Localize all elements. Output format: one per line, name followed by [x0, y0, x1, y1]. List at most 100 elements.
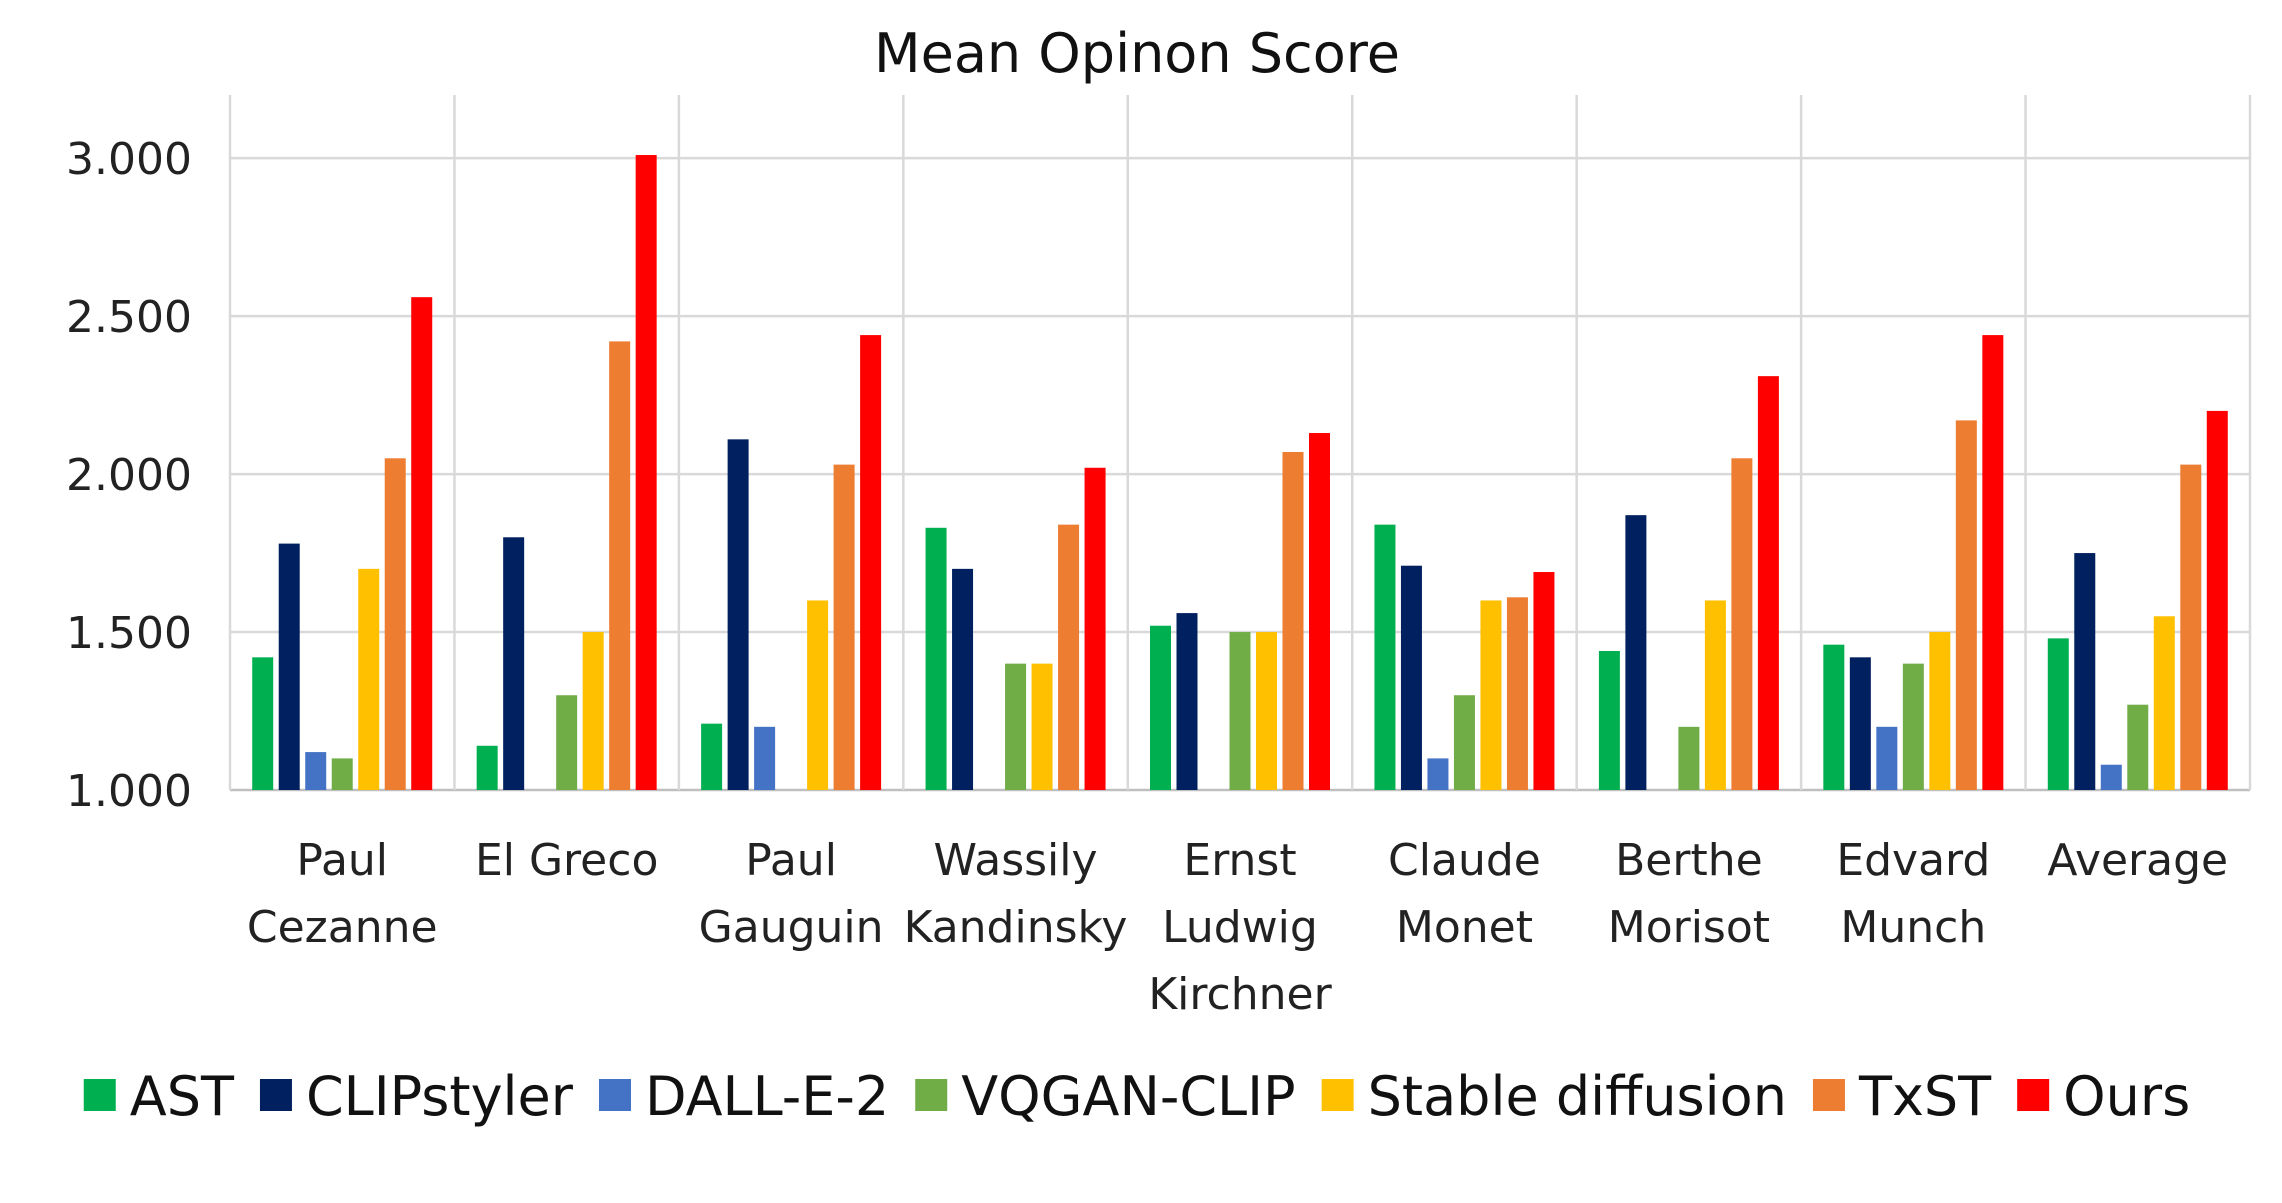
x-tick-label: Average — [2047, 835, 2228, 886]
bar-dall-e-2 — [754, 726, 776, 790]
bar-vqgan-clip — [1678, 726, 1700, 790]
bar-stable-diffusion — [1704, 600, 1726, 790]
legend-label: VQGAN-CLIP — [961, 1065, 1295, 1128]
bar-dall-e-2 — [1876, 726, 1898, 790]
y-tick-label: 2.500 — [66, 292, 192, 343]
bar-ours — [635, 155, 657, 791]
legend-swatch — [598, 1079, 631, 1111]
bar-stable-diffusion — [582, 632, 604, 790]
bar-stable-diffusion — [358, 568, 380, 790]
bar-txst — [2180, 464, 2202, 790]
legend-label: Stable diffusion — [1368, 1065, 1787, 1128]
bar-ast — [252, 657, 274, 790]
legend-swatch — [1321, 1079, 1354, 1111]
bar-ours — [1084, 467, 1106, 790]
x-tick-label: Wassily — [934, 835, 1098, 886]
bar-ast — [1598, 651, 1620, 790]
bar-clipstyler — [952, 568, 974, 790]
x-tick-label: Monet — [1396, 902, 1533, 953]
x-tick-label: Paul — [745, 835, 837, 886]
bar-ours — [2206, 410, 2228, 790]
legend-label: AST — [130, 1065, 235, 1128]
bar-ours — [411, 297, 433, 790]
legend: AST CLIPstyler DALL-E-2 VQGAN-CLIP Stable di… — [83, 1065, 2190, 1128]
y-tick-label: 1.000 — [66, 766, 192, 817]
bar-vqgan-clip — [331, 758, 353, 790]
x-tick-label: Berthe — [1615, 835, 1763, 886]
bar-vqgan-clip — [1453, 695, 1475, 790]
bar-dall-e-2 — [1427, 758, 1449, 790]
chart-title: Mean Opinon Score — [874, 22, 1400, 85]
bar-ours — [1533, 572, 1555, 790]
bar-stable-diffusion — [2153, 616, 2175, 790]
bar-clipstyler — [278, 543, 300, 790]
bar-txst — [833, 464, 855, 790]
bar-stable-diffusion — [1480, 600, 1502, 790]
y-tick-label: 3.000 — [66, 134, 192, 185]
legend-swatch — [915, 1079, 948, 1111]
legend-swatch — [83, 1079, 116, 1111]
x-tick-label: El Greco — [475, 835, 658, 886]
bar-ast — [1374, 524, 1396, 790]
x-tick-label: Ernst — [1183, 835, 1296, 886]
bar-txst — [384, 458, 406, 790]
bar-dall-e-2 — [2100, 764, 2122, 790]
x-axis: Paul Cezanne El Greco Paul Gauguin Wassily Kan… — [247, 835, 2228, 1020]
bar-stable-diffusion — [807, 600, 829, 790]
legend-swatch — [1812, 1079, 1845, 1111]
bar-clipstyler — [1625, 515, 1647, 790]
x-tick-label: Claude — [1388, 835, 1541, 886]
bar-dall-e-2 — [305, 752, 327, 790]
bar-clipstyler — [1849, 657, 1871, 790]
bar-ast — [1150, 625, 1171, 790]
y-tick-label: 1.500 — [66, 608, 192, 659]
bar-vqgan-clip — [1229, 632, 1251, 790]
bar-ours — [860, 335, 882, 790]
bar-txst — [1506, 597, 1528, 790]
bar-txst — [1058, 524, 1080, 790]
legend-label: Ours — [2063, 1065, 2190, 1128]
bar-vqgan-clip — [1902, 663, 1924, 790]
x-tick-label: Kirchner — [1148, 969, 1332, 1020]
legend-swatch — [2017, 1079, 2050, 1111]
bar-stable-diffusion — [1256, 632, 1277, 790]
bar-txst — [1955, 420, 1977, 790]
bar-vqgan-clip — [2127, 704, 2149, 790]
bar-clipstyler — [1400, 565, 1422, 790]
gridlines — [228, 95, 2252, 792]
bar-ast — [925, 527, 947, 790]
x-tick-label: Munch — [1840, 902, 1986, 953]
bar-clipstyler — [1176, 613, 1198, 790]
x-tick-label: Cezanne — [247, 902, 438, 953]
bar-clipstyler — [2074, 553, 2096, 790]
legend-label: TxST — [1858, 1065, 1992, 1128]
y-axis: 1.000 1.500 2.000 2.500 3.000 — [66, 134, 192, 817]
bar-txst — [1282, 451, 1304, 790]
bar-clipstyler — [503, 537, 525, 790]
y-tick-label: 2.000 — [66, 450, 192, 501]
bar-txst — [1731, 458, 1753, 790]
x-tick-label: Ludwig — [1162, 902, 1318, 953]
x-tick-label: Kandinsky — [904, 902, 1128, 953]
legend-swatch — [259, 1079, 292, 1111]
bar-stable-diffusion — [1031, 663, 1053, 790]
legend-label: DALL-E-2 — [645, 1065, 889, 1128]
bar-ast — [1823, 644, 1845, 790]
bar-ast — [2047, 638, 2069, 790]
bar-ours — [1982, 335, 2004, 790]
bar-ours — [1309, 433, 1330, 790]
bar-vqgan-clip — [556, 695, 578, 790]
x-tick-label: Morisot — [1608, 902, 1770, 953]
bars — [252, 155, 2228, 791]
bar-clipstyler — [727, 439, 749, 790]
bar-ast — [701, 723, 723, 790]
x-tick-label: Paul — [296, 835, 388, 886]
bar-ast — [476, 745, 498, 790]
x-tick-label: Edvard — [1836, 835, 1990, 886]
legend-label: CLIPstyler — [306, 1065, 574, 1128]
bar-stable-diffusion — [1929, 632, 1951, 790]
x-tick-label: Gauguin — [699, 902, 884, 953]
bar-ours — [1757, 376, 1779, 790]
bar-txst — [609, 341, 631, 790]
